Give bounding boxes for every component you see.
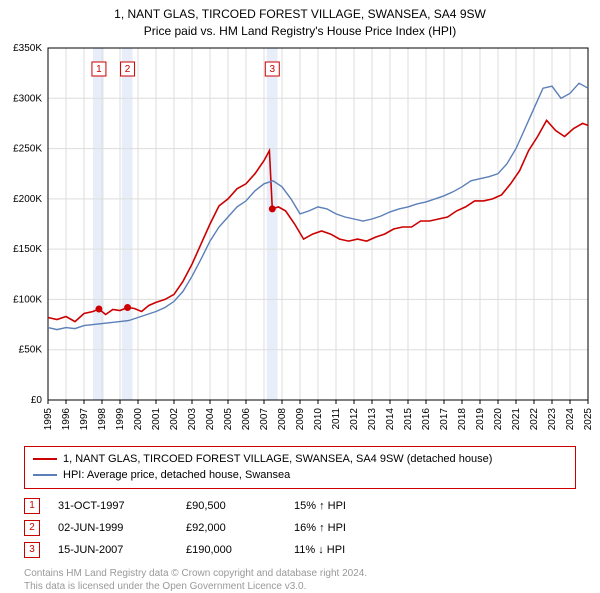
sales-price: £90,500 <box>186 500 276 512</box>
sale-dot <box>95 305 102 312</box>
legend-swatch <box>33 474 57 476</box>
sale-dot <box>124 304 131 311</box>
sales-date: 15-JUN-2007 <box>58 544 168 556</box>
sales-row: 1 31-OCT-1997 £90,500 15% ↑ HPI <box>24 495 576 517</box>
footer-attribution: Contains HM Land Registry data © Crown c… <box>24 567 576 593</box>
sales-delta: 11% ↓ HPI <box>294 544 384 556</box>
chart-title-block: 1, NANT GLAS, TIRCOED FOREST VILLAGE, SW… <box>0 0 600 40</box>
x-tick-label: 1998 <box>97 407 108 430</box>
x-tick-label: 2018 <box>457 407 468 430</box>
sales-row: 2 02-JUN-1999 £92,000 16% ↑ HPI <box>24 517 576 539</box>
sales-marker: 2 <box>24 520 40 536</box>
x-tick-label: 2006 <box>241 407 252 430</box>
x-tick-label: 2007 <box>259 407 270 430</box>
x-tick-label: 1996 <box>61 407 72 430</box>
x-tick-label: 2014 <box>385 407 396 430</box>
x-tick-label: 2005 <box>223 407 234 430</box>
legend-label: HPI: Average price, detached house, Swan… <box>63 467 290 484</box>
x-tick-label: 2019 <box>475 407 486 430</box>
x-tick-label: 2001 <box>151 407 162 430</box>
legend-label: 1, NANT GLAS, TIRCOED FOREST VILLAGE, SW… <box>63 451 492 468</box>
sale-dot <box>269 205 276 212</box>
x-tick-label: 2012 <box>349 407 360 430</box>
legend: 1, NANT GLAS, TIRCOED FOREST VILLAGE, SW… <box>24 446 576 489</box>
x-tick-label: 2015 <box>403 407 414 430</box>
footer-line-2: This data is licensed under the Open Gov… <box>24 580 576 593</box>
footer-line-1: Contains HM Land Registry data © Crown c… <box>24 567 576 580</box>
legend-row: HPI: Average price, detached house, Swan… <box>33 467 567 484</box>
x-tick-label: 2008 <box>277 407 288 430</box>
x-tick-label: 1999 <box>115 407 126 430</box>
price-chart: £0 £50K £100K £150K £200K £250K £300K £350K 1995… <box>0 40 600 440</box>
x-tick-label: 2025 <box>583 407 594 430</box>
x-tick-label: 2009 <box>295 407 306 430</box>
x-tick-label: 2010 <box>313 407 324 430</box>
x-tick-label: 2016 <box>421 407 432 430</box>
sale-marker-label: 1 <box>96 64 102 75</box>
y-tick-label: £350K <box>13 43 42 54</box>
x-tick-label: 2024 <box>565 407 576 430</box>
y-tick-label: £200K <box>13 193 42 204</box>
sale-marker-label: 2 <box>125 64 131 75</box>
y-tick-label: £150K <box>13 244 42 255</box>
x-tick-label: 2000 <box>133 407 144 430</box>
x-tick-label: 2013 <box>367 407 378 430</box>
highlight-band <box>122 48 133 400</box>
x-tick-label: 2003 <box>187 407 198 430</box>
title-line-1: 1, NANT GLAS, TIRCOED FOREST VILLAGE, SW… <box>0 6 600 23</box>
y-tick-label: £300K <box>13 93 42 104</box>
x-tick-label: 2023 <box>547 407 558 430</box>
sale-marker-label: 3 <box>269 64 275 75</box>
sales-date: 02-JUN-1999 <box>58 522 168 534</box>
title-line-2: Price paid vs. HM Land Registry's House … <box>0 23 600 40</box>
highlight-band <box>267 48 278 400</box>
x-tick-label: 2021 <box>511 407 522 430</box>
sales-marker: 3 <box>24 542 40 558</box>
y-tick-label: £50K <box>19 344 43 355</box>
x-tick-label: 2011 <box>331 407 342 429</box>
x-tick-label: 1997 <box>79 407 90 430</box>
sales-row: 3 15-JUN-2007 £190,000 11% ↓ HPI <box>24 539 576 561</box>
sales-marker: 1 <box>24 498 40 514</box>
x-tick-label: 2004 <box>205 407 216 430</box>
x-tick-label: 1995 <box>43 407 54 430</box>
x-tick-label: 2002 <box>169 407 180 430</box>
y-tick-label: £250K <box>13 143 42 154</box>
legend-row: 1, NANT GLAS, TIRCOED FOREST VILLAGE, SW… <box>33 451 567 468</box>
sales-date: 31-OCT-1997 <box>58 500 168 512</box>
sales-table: 1 31-OCT-1997 £90,500 15% ↑ HPI 2 02-JUN-1999… <box>24 495 576 561</box>
sales-delta: 16% ↑ HPI <box>294 522 384 534</box>
legend-swatch <box>33 458 57 460</box>
sales-price: £190,000 <box>186 544 276 556</box>
sales-price: £92,000 <box>186 522 276 534</box>
x-tick-label: 2022 <box>529 407 540 430</box>
x-tick-label: 2020 <box>493 407 504 430</box>
x-tick-label: 2017 <box>439 407 450 430</box>
y-tick-label: £0 <box>31 395 43 406</box>
chart-area: £0 £50K £100K £150K £200K £250K £300K £350K 1995… <box>0 40 600 440</box>
sales-delta: 15% ↑ HPI <box>294 500 384 512</box>
y-tick-label: £100K <box>13 294 42 305</box>
